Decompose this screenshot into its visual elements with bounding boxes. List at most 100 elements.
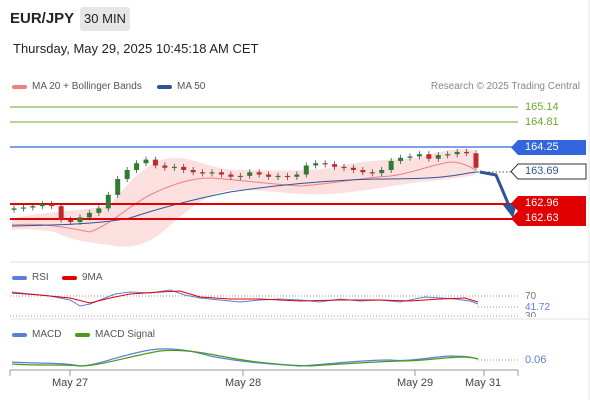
x-label-may28: May 28	[225, 377, 262, 389]
candle	[341, 166, 347, 169]
candle	[209, 172, 215, 174]
support-1-label: 162.96	[525, 197, 559, 209]
candles	[11, 148, 479, 225]
candle	[313, 163, 319, 166]
candle	[445, 154, 451, 156]
ma50-label: MA 50	[177, 81, 206, 92]
candle	[369, 172, 375, 174]
rsi-label: RSI	[32, 272, 49, 283]
macd-signal-swatch	[75, 332, 90, 337]
ma20-line	[11, 161, 476, 233]
candle	[407, 156, 413, 158]
candle	[322, 163, 328, 165]
candle	[473, 153, 479, 168]
candle	[20, 207, 26, 209]
rsi-line	[11, 289, 479, 307]
candle	[426, 154, 432, 159]
rsi-swatch	[12, 275, 27, 280]
ma20-label: MA 20 + Bollinger Bands	[32, 81, 142, 92]
candle	[77, 217, 83, 222]
candle	[294, 174, 300, 177]
legend-macd[interactable]: MACD	[12, 329, 61, 340]
candle	[58, 206, 64, 220]
candle	[228, 174, 234, 177]
datetime-label: Thursday, May 29, 2025 10:45:18 AM CET	[13, 41, 259, 56]
candle	[398, 157, 404, 161]
candle	[30, 206, 36, 208]
rsi-ma-line	[11, 290, 479, 304]
rsi-30-label: 30	[525, 311, 537, 317]
candle	[464, 151, 470, 154]
legend-rsi[interactable]: RSI	[12, 272, 49, 283]
legend-ma50[interactable]: MA 50	[157, 81, 205, 92]
macd-swatch	[12, 332, 27, 337]
rsi-ma-swatch	[62, 275, 77, 280]
ma20-swatch	[12, 84, 27, 89]
candle	[162, 165, 168, 168]
candle	[152, 159, 158, 166]
candle	[143, 159, 149, 164]
candle	[115, 179, 121, 195]
candle	[284, 175, 290, 178]
legend-ma20[interactable]: MA 20 + Bollinger Bands	[12, 81, 142, 92]
candle	[350, 167, 356, 170]
current-price-label: 163.69	[525, 165, 559, 177]
rsi-ma-label: 9MA	[82, 272, 103, 283]
x-label-may31: May 31	[465, 377, 502, 389]
candle	[266, 174, 272, 177]
bollinger-band	[12, 149, 475, 247]
macd-label: MACD	[32, 329, 62, 340]
candle	[134, 163, 140, 170]
rsi-70-label: 70	[525, 291, 537, 302]
pivot-tag-bg	[511, 140, 586, 155]
candle	[181, 166, 187, 170]
candle	[237, 175, 243, 178]
candle	[416, 154, 422, 157]
current-tag-bg	[510, 163, 587, 180]
candle	[190, 170, 196, 173]
candle	[96, 208, 102, 213]
ma50-swatch	[157, 84, 172, 89]
candle	[39, 203, 45, 207]
symbol-title: EUR/JPY	[10, 10, 75, 27]
header: EUR/JPY 30 MIN	[0, 0, 590, 36]
support-2-label: 162.63	[525, 212, 559, 224]
support-1-tag-bg	[511, 196, 586, 211]
macd-value-label: 0.06	[525, 354, 547, 366]
candle	[256, 172, 262, 175]
timeframe-button[interactable]: 30 MIN	[80, 7, 130, 31]
x-label-may27: May 27	[52, 377, 89, 389]
candle	[218, 172, 224, 175]
ma50-line	[11, 171, 479, 227]
legend-rsi-ma[interactable]: 9MA	[62, 272, 103, 283]
support-2-tag-bg	[511, 211, 586, 226]
candle	[86, 212, 92, 218]
pivot-label: 164.25	[525, 141, 559, 153]
candle	[275, 175, 281, 178]
candle	[49, 203, 55, 207]
rsi-value-label: 41.72	[525, 302, 551, 313]
forecast-arrowhead	[503, 203, 517, 218]
candle	[388, 160, 394, 170]
x-label-may29: May 29	[397, 377, 434, 389]
macd-signal-label: MACD Signal	[95, 329, 156, 340]
candle	[124, 170, 130, 180]
candle	[454, 151, 460, 155]
candle	[379, 170, 385, 174]
candle	[171, 166, 177, 169]
macd-line	[11, 348, 479, 367]
credit-text: Research © 2025 Trading Central	[430, 81, 580, 92]
candle	[11, 208, 17, 210]
macd-signal-line	[11, 349, 479, 367]
resistance-2-label: 165.14	[525, 101, 559, 113]
candle	[360, 170, 366, 173]
candle	[105, 194, 111, 209]
forecast-arrow	[479, 170, 512, 209]
candle	[435, 155, 441, 159]
legend-macd-signal[interactable]: MACD Signal	[75, 329, 155, 340]
candle	[200, 172, 206, 174]
candle	[332, 164, 338, 167]
resistance-1-label: 164.81	[525, 116, 559, 128]
candle	[303, 165, 309, 175]
